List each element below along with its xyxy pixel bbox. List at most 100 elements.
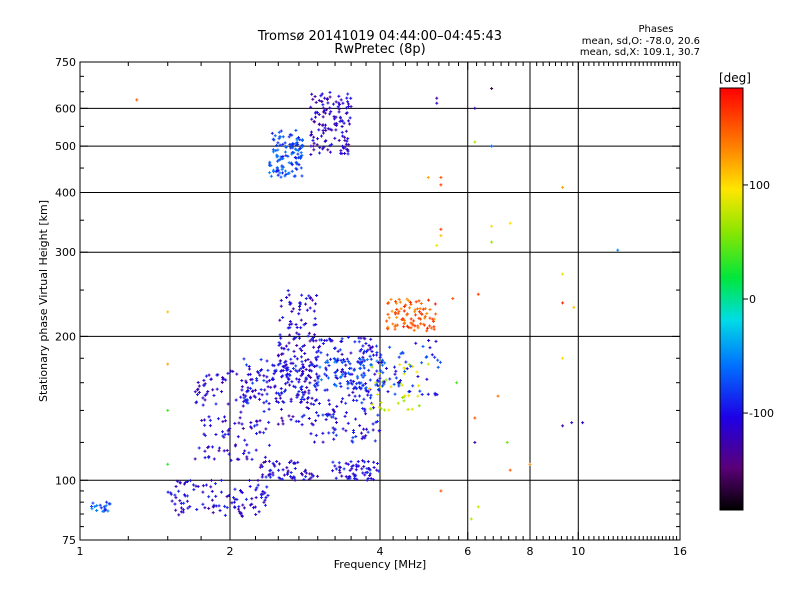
phase-point (309, 402, 313, 406)
phase-point (340, 337, 344, 341)
phase-point (219, 478, 223, 482)
phase-point (166, 310, 170, 314)
phase-point (284, 366, 288, 370)
phase-point (289, 471, 293, 475)
phase-point (339, 400, 343, 404)
phase-point (420, 361, 424, 365)
phase-point (255, 486, 259, 490)
phase-point (316, 349, 320, 353)
phase-point (244, 379, 248, 383)
phase-point (293, 385, 297, 389)
phase-point (226, 402, 230, 406)
phase-point (252, 506, 256, 510)
phase-point (230, 501, 234, 505)
phase-point (271, 168, 275, 172)
phase-point (384, 366, 388, 370)
phase-point (289, 301, 293, 305)
phase-point (389, 385, 393, 389)
phase-point (203, 393, 207, 397)
phase-point (323, 111, 327, 115)
phase-point (314, 100, 318, 104)
phase-point (306, 334, 310, 338)
phase-point (395, 315, 399, 319)
phase-point (352, 379, 356, 383)
phase-point (340, 119, 344, 123)
phase-point (202, 384, 206, 388)
phase-point (296, 152, 300, 156)
phase-point (173, 493, 177, 497)
phase-point (321, 129, 325, 133)
phase-point (338, 471, 342, 475)
phase-point (249, 386, 253, 390)
phase-point (289, 418, 293, 422)
axis-ticks (80, 62, 680, 540)
phase-point (362, 371, 366, 375)
phase-point (280, 352, 284, 356)
phase-point (378, 376, 382, 380)
phase-point (286, 366, 290, 370)
phase-point (291, 367, 295, 371)
phase-point (366, 460, 370, 464)
phase-point (412, 319, 416, 323)
phase-point (328, 95, 332, 99)
phase-point (265, 359, 269, 363)
phase-point (366, 430, 370, 434)
phase-point (196, 393, 200, 397)
phase-point (295, 377, 299, 381)
phase-point (327, 431, 331, 435)
phase-point (305, 385, 309, 389)
phase-point (240, 422, 244, 426)
phase-point (319, 351, 323, 355)
phase-point (304, 475, 308, 479)
phase-point (410, 407, 414, 411)
phase-point (372, 465, 376, 469)
phase-point (299, 355, 303, 359)
phase-point (490, 87, 494, 91)
phase-point (276, 159, 280, 163)
phase-point (222, 377, 226, 381)
phase-point (403, 369, 407, 373)
phase-point (294, 364, 298, 368)
phase-point (337, 461, 341, 465)
phase-point (309, 376, 313, 380)
phase-point (348, 372, 352, 376)
phase-point (204, 483, 208, 487)
phase-colorbar: [deg] 100 0 -100 (719, 71, 774, 511)
phase-point (387, 408, 391, 412)
phase-point (278, 158, 282, 162)
phase-point (315, 388, 319, 392)
phase-point (337, 465, 341, 469)
phase-point (181, 508, 185, 512)
phase-point (318, 146, 322, 150)
phase-point (346, 148, 350, 152)
phase-point (236, 435, 240, 439)
phase-point (417, 384, 421, 388)
phase-point (292, 349, 296, 353)
phase-point (321, 106, 325, 110)
phase-point (341, 101, 345, 105)
phase-point (311, 339, 315, 343)
phase-point (197, 446, 201, 450)
phase-point (246, 386, 250, 390)
phase-point (318, 365, 322, 369)
phase-point (295, 137, 299, 141)
phase-point (294, 368, 298, 372)
phase-point (318, 122, 322, 126)
phase-point (287, 377, 291, 381)
phase-point (258, 419, 262, 423)
phase-point (206, 446, 210, 450)
phase-point (364, 382, 368, 386)
phase-point (223, 432, 227, 436)
phase-point (277, 462, 281, 466)
phase-point (354, 463, 358, 467)
phase-point (363, 359, 367, 363)
phase-point (383, 408, 387, 412)
phase-point (279, 155, 283, 159)
phase-point (376, 379, 380, 383)
phase-point (302, 323, 306, 327)
phase-point (255, 423, 259, 427)
phase-point (296, 148, 300, 152)
phase-point (339, 385, 343, 389)
phase-point (360, 437, 364, 441)
phase-point (362, 427, 366, 431)
